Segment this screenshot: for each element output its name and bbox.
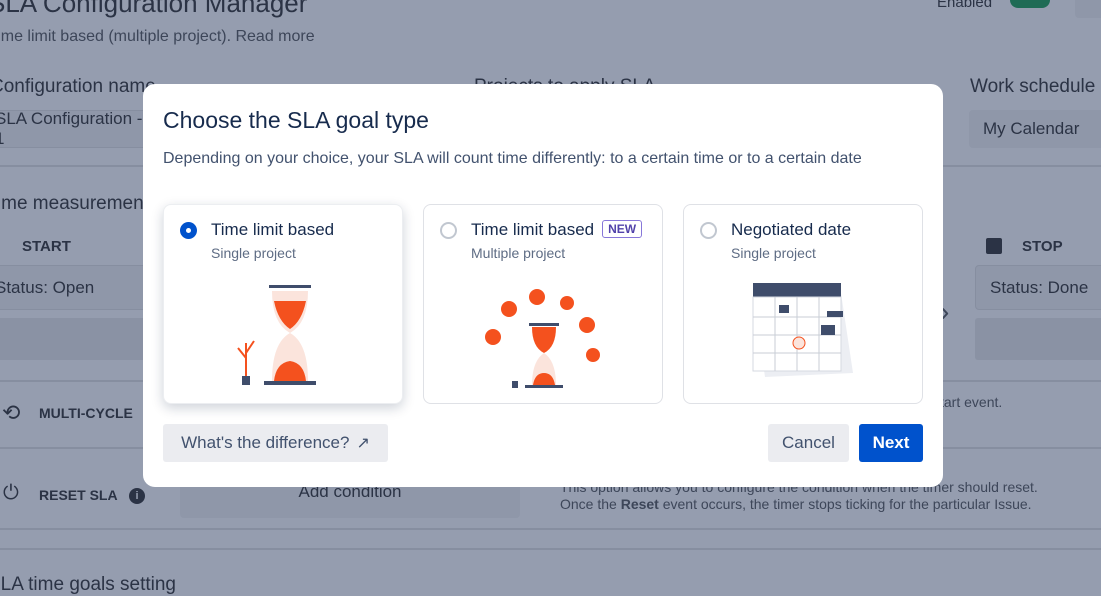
reset-label: RESET SLA <box>39 487 118 503</box>
config-name-label: Configuration name <box>0 76 156 97</box>
option-title: Time limit based <box>211 220 335 239</box>
difference-label: What's the difference? <box>181 433 350 452</box>
config-name-value: SLA Configuration - 1 <box>0 109 143 148</box>
radio-selected[interactable] <box>180 222 197 239</box>
work-schedule-select[interactable]: My Calendar <box>969 110 1101 148</box>
work-schedule-value: My Calendar <box>983 119 1080 138</box>
next-label: Next <box>872 433 910 452</box>
cancel-label: Cancel <box>782 433 835 452</box>
modal-description: Depending on your choice, your SLA will … <box>163 150 862 167</box>
stop-icon <box>986 238 1002 254</box>
reset-desc-text: event occurs, the timer stops ticking fo… <box>658 496 1032 512</box>
modal-title: Choose the SLA goal type <box>163 107 429 133</box>
time-measurement-label: Time measurement <box>0 193 149 214</box>
start-add-button[interactable] <box>0 318 160 360</box>
more-button[interactable] <box>1075 0 1101 18</box>
hourglass-illustration <box>237 285 316 385</box>
hourglass-apps-illustration <box>485 289 600 388</box>
config-name-input[interactable]: SLA Configuration - 1 <box>0 109 170 148</box>
goal-type-modal: Choose the SLA goal type Depending on yo… <box>143 84 943 487</box>
goals-label: SLA time goals setting <box>0 574 176 595</box>
enabled-label: Enabled <box>937 0 993 11</box>
divider <box>0 548 1101 550</box>
external-link-icon: ↗ <box>356 435 370 452</box>
multicycle-desc: start event. <box>933 394 1003 410</box>
option-subtitle: Multiple project <box>471 245 566 261</box>
stop-status-input[interactable]: Status: Done <box>975 265 1101 310</box>
enabled-toggle[interactable] <box>1010 0 1050 8</box>
option-negotiated-date[interactable]: Negotiated date Single project <box>683 204 923 404</box>
reset-desc-2: Once the Reset event occurs, the timer s… <box>560 496 1032 512</box>
option-subtitle: Single project <box>731 245 816 261</box>
option-title: Negotiated date <box>731 220 852 239</box>
radio-unselected[interactable] <box>700 222 717 239</box>
stop-label: STOP <box>1022 238 1063 255</box>
start-status-value: Status: Open <box>0 277 95 297</box>
divider <box>0 528 1101 530</box>
reset-desc-text: Once the <box>560 496 621 512</box>
start-label: START <box>22 238 71 255</box>
calendar-illustration <box>752 283 853 377</box>
history-icon: ⟲ <box>2 400 21 425</box>
radio-unselected[interactable] <box>440 222 457 239</box>
multicycle-label: MULTI-CYCLE <box>39 405 133 421</box>
option-title-text: Time limit based <box>471 220 595 239</box>
page-title: SLA Configuration Manager <box>0 0 308 18</box>
cancel-button[interactable]: Cancel <box>768 424 849 462</box>
option-time-limit-multiple[interactable]: Time limit based NEW Multiple project <box>423 204 663 404</box>
info-icon[interactable]: i <box>129 488 145 504</box>
option-subtitle: Single project <box>211 245 296 261</box>
option-title: Time limit based NEW <box>471 220 643 240</box>
chevron-right-icon: › <box>940 296 950 327</box>
power-icon: ⏻ <box>3 482 19 504</box>
stop-add-button[interactable] <box>975 318 1101 360</box>
start-status-input[interactable]: Status: Open <box>0 265 160 310</box>
option-time-limit-single[interactable]: Time limit based Single project <box>163 204 403 404</box>
stop-status-value: Status: Done <box>990 277 1089 297</box>
subtitle: Time limit based (multiple project). Rea… <box>0 28 315 45</box>
whats-the-difference-button[interactable]: What's the difference? ↗ <box>163 424 388 462</box>
new-badge: NEW <box>602 220 643 238</box>
next-button[interactable]: Next <box>859 424 923 462</box>
work-schedule-label: Work schedule <box>970 76 1096 97</box>
reset-desc-bold: Reset <box>620 496 659 512</box>
